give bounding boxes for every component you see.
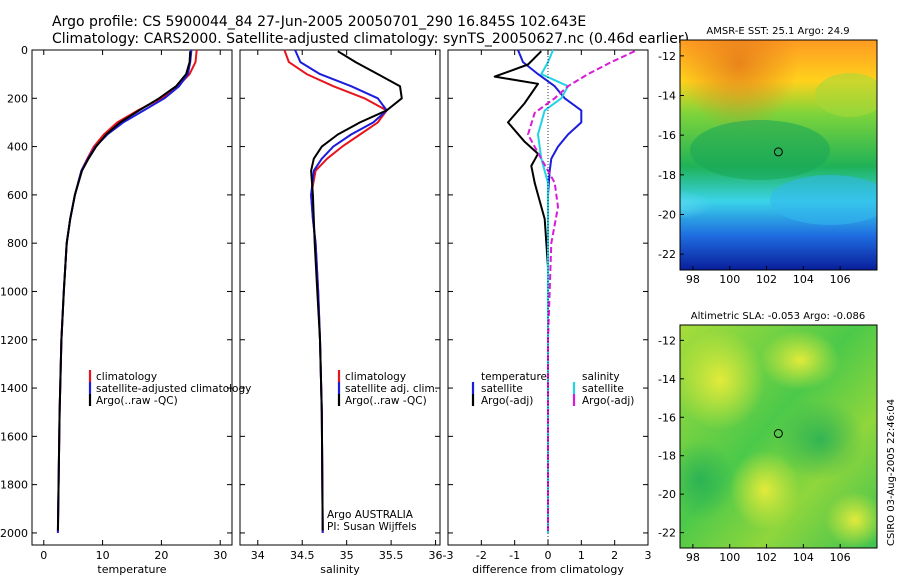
x-tick-label: -3 [443, 549, 454, 562]
salinity-xlabel: salinity [320, 563, 360, 576]
map-x-tick-label: 100 [719, 551, 740, 564]
x-tick-label: 30 [213, 549, 227, 562]
map-y-tick-label: -16 [658, 129, 676, 142]
map-x-tick-label: 106 [830, 551, 851, 564]
legend-label-argo: Argo(..raw -QC) [345, 395, 427, 407]
sla-map-image [680, 325, 877, 548]
legend-label-satellite: satellite-adjusted climatology [96, 383, 251, 395]
series-line-salinity-argo-adj [527, 50, 636, 531]
series-line-temperature-argo-adj [493, 50, 549, 531]
x-tick-label: 20 [154, 549, 168, 562]
x-tick-label: 3 [645, 549, 652, 562]
map-x-tick-label: 102 [756, 551, 777, 564]
map-x-tick-label: 98 [686, 273, 700, 286]
x-tick-label: 2 [611, 549, 618, 562]
y-tick-label: 1600 [0, 430, 28, 443]
sst-map-title: AMSR-E SST: 25.1 Argo: 24.9 [706, 26, 849, 37]
temperature-legend: climatology satellite-adjusted climatolo… [88, 370, 251, 407]
salinity-legend: climatology satellite adj. clim. Argo(..… [337, 370, 438, 407]
x-tick-label: -2 [476, 549, 487, 562]
map-y-tick-label: -20 [658, 208, 676, 221]
map-y-tick-label: -22 [658, 527, 676, 540]
y-tick-label: 1400 [0, 382, 28, 395]
x-tick-label: 35 [340, 549, 354, 562]
y-tick-label: 0 [21, 44, 28, 57]
x-tick-label: 35.5 [379, 549, 404, 562]
legend-label-temperature: temperature [481, 371, 547, 383]
sst-map-frame [679, 39, 878, 271]
map-y-tick-label: -14 [658, 90, 676, 103]
y-tick-label: 600 [7, 189, 28, 202]
series-line-argo-raw-qc [310, 50, 403, 531]
y-tick-label: 1000 [0, 285, 28, 298]
x-tick-label: -1 [509, 549, 520, 562]
sla-map-frame [679, 324, 878, 549]
x-tick-label: 10 [96, 549, 110, 562]
credit-footer: CSIRO 03-Aug-2005 22:46:04 [886, 399, 897, 546]
difference-legend: temperature satellite Argo(-adj) salinit… [471, 371, 634, 407]
legend-label-temperature-satellite: satellite [481, 383, 523, 395]
salinity-annotation-program: Argo AUSTRALIA [327, 509, 414, 521]
map-x-tick-label: 98 [686, 551, 700, 564]
x-tick-label: 36 [429, 549, 443, 562]
legend-label-argo: Argo(..raw -QC) [96, 395, 178, 407]
y-tick-label: 2000 [0, 527, 28, 540]
series-line-satellite-adjusted-climatology [56, 49, 193, 533]
sst-argo-marker [773, 147, 783, 157]
legend-label-temperature-argo: Argo(-adj) [481, 395, 533, 407]
x-tick-label: 0 [545, 549, 552, 562]
x-tick-label: 34 [251, 549, 265, 562]
map-y-tick-label: -16 [658, 411, 676, 424]
y-tick-label: 1200 [0, 334, 28, 347]
map-y-tick-label: -12 [658, 334, 676, 347]
figure-title-line1: Argo profile: CS 5900044_84 27-Jun-2005 … [52, 14, 586, 30]
legend-label-salinity-argo: Argo(-adj) [582, 395, 634, 407]
map-x-tick-label: 104 [793, 551, 814, 564]
legend-label-climatology: climatology [345, 371, 406, 383]
series-line-salinity-satellite [537, 49, 569, 533]
y-tick-label: 400 [7, 141, 28, 154]
x-tick-label: 34.5 [290, 549, 315, 562]
salinity-annotation-pi: PI: Susan Wijffels [327, 521, 417, 533]
salinity-axes [239, 49, 441, 546]
series-line-temperature-satellite [517, 49, 583, 533]
sla-argo-marker [773, 429, 783, 439]
temperature-axes [31, 49, 233, 546]
legend-label-salinity: salinity [582, 371, 620, 383]
temperature-xlabel: temperature [97, 563, 166, 576]
difference-xlabel: difference from climatology [472, 563, 624, 576]
series-line-argo-raw-qc [56, 51, 192, 531]
map-y-tick-label: -22 [658, 248, 676, 261]
sst-map-image [680, 40, 877, 270]
y-tick-label: 1800 [0, 479, 28, 492]
map-y-tick-label: -18 [658, 450, 676, 463]
figure-title-line2: Climatology: CARS2000. Satellite-adjuste… [52, 31, 689, 47]
series-line-satellite-adj-clim [294, 49, 388, 533]
map-x-tick-label: 106 [830, 273, 851, 286]
map-x-tick-label: 102 [756, 273, 777, 286]
map-x-tick-label: 100 [719, 273, 740, 286]
map-y-tick-label: -18 [658, 169, 676, 182]
legend-label-salinity-satellite: satellite [582, 383, 624, 395]
y-tick-label: 200 [7, 92, 28, 105]
series-line-climatology [56, 49, 198, 533]
map-y-tick-label: -20 [658, 488, 676, 501]
legend-label-climatology: climatology [96, 371, 157, 383]
map-x-tick-label: 104 [793, 273, 814, 286]
map-y-tick-label: -12 [658, 50, 676, 63]
x-tick-label: 0 [40, 549, 47, 562]
sla-map-title: Altimetric SLA: -0.053 Argo: -0.086 [691, 311, 866, 322]
map-y-tick-label: -14 [658, 373, 676, 386]
legend-label-satellite: satellite adj. clim. [345, 383, 438, 395]
y-tick-label: 800 [7, 237, 28, 250]
x-tick-label: 1 [578, 549, 585, 562]
